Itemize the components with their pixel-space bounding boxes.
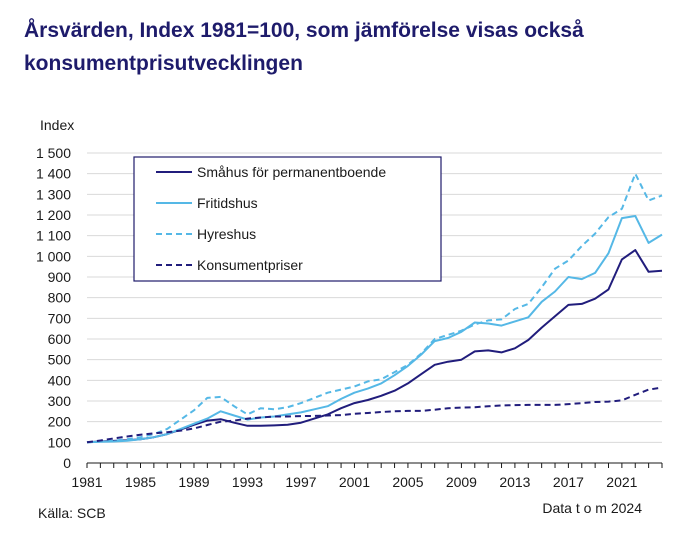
x-tick-label: 2021 (606, 474, 637, 490)
y-tick-label: 1 400 (36, 166, 71, 182)
legend-box (133, 156, 442, 282)
x-tick-label: 1997 (285, 474, 316, 490)
x-tick-label: 1985 (125, 474, 156, 490)
y-tick-label: 700 (48, 310, 72, 326)
x-tick-label: 1989 (178, 474, 209, 490)
source-label: Källa: SCB (38, 505, 106, 521)
series-line (86, 386, 663, 444)
x-tick-label: 2013 (499, 474, 530, 490)
x-tick-label: 1993 (232, 474, 263, 490)
y-tick-label: 600 (48, 331, 72, 347)
y-tick-label: 1 500 (36, 145, 71, 161)
data-note: Data t o m 2024 (542, 500, 642, 516)
y-tick-label: 500 (48, 352, 72, 368)
y-tick-label: 0 (63, 455, 71, 471)
y-tick-label: 200 (48, 414, 72, 430)
y-tick-label: 1 200 (36, 207, 71, 223)
y-tick-label: 400 (48, 372, 72, 388)
legend-label: Fritidshus (197, 195, 258, 211)
x-tick-label: 2009 (446, 474, 477, 490)
y-tick-label: 800 (48, 290, 72, 306)
legend-label: Konsumentpriser (197, 257, 303, 273)
series-line (86, 172, 663, 444)
y-tick-label: 1 000 (36, 248, 71, 264)
legend-label: Småhus för permanentboende (197, 164, 386, 180)
x-tick-label: 2005 (392, 474, 423, 490)
x-axis: 1981 1985 1989 1993 1997 2001 2005 2009 2013 2017… (71, 462, 663, 490)
legend: Småhus för permanentboende Fritidshus Hyre… (133, 156, 442, 282)
y-tick-label: 1 300 (36, 186, 71, 202)
legend-label: Hyreshus (197, 226, 256, 242)
chart-title: Årsvärden, Index 1981=100, som jämförels… (24, 19, 584, 75)
y-tick-labels: 0 100 200 300 400 500 600 700 800 900 1 000 1 100 1 … (36, 145, 71, 471)
y-tick-label: 1 100 (36, 228, 71, 244)
y-tick-label: 900 (48, 269, 72, 285)
x-tick-label: 1981 (71, 474, 102, 490)
series-line (86, 215, 663, 444)
series-lines (86, 172, 663, 444)
x-tick-label: 2017 (553, 474, 584, 490)
x-tick-label: 2001 (339, 474, 370, 490)
y-tick-label: 300 (48, 393, 72, 409)
y-axis-label: Index (40, 117, 74, 133)
y-tick-label: 100 (48, 434, 72, 450)
